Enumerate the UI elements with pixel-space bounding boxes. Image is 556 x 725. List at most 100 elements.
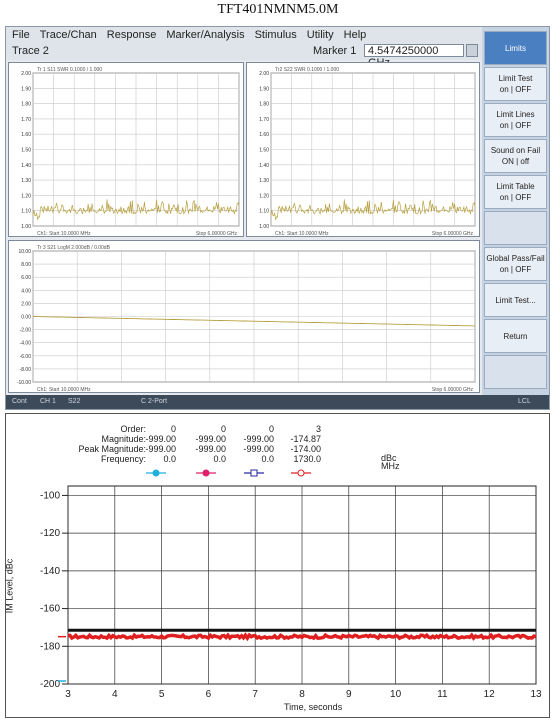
y-tick-label: -2.00	[20, 328, 32, 334]
legend-value: -999.00	[145, 444, 176, 454]
softkey-state: ON | off	[501, 157, 530, 166]
y-tick-label: 2.00	[259, 71, 269, 77]
legend-value: 3	[315, 424, 321, 434]
legend-value: -999.00	[195, 444, 226, 454]
series-im-level-line	[67, 632, 537, 642]
unit-dbc: dBc	[381, 453, 397, 463]
legend-row-label: Magnitude:	[101, 434, 146, 444]
marker-value-input[interactable]: 4.5474250000 GHz	[364, 44, 464, 69]
menu-item-help[interactable]: Help	[343, 29, 367, 41]
plot-footer-stop: Stop 6.00000 GHz	[196, 231, 238, 237]
status-port: C 2-Port	[141, 398, 168, 405]
menu-item-file[interactable]: File	[12, 29, 30, 41]
menu-item-response[interactable]: Response	[106, 29, 157, 41]
y-tick-label: 6.00	[21, 275, 31, 281]
unit-mhz: MHz	[381, 461, 400, 471]
im-chart-panel: Order: 0 0 0 3 Magnitude: -999.00 -999.00 -999.0…	[4, 413, 550, 718]
softkey-state: on | OFF	[499, 193, 532, 202]
y-tick-label: 1.70	[21, 117, 31, 123]
status-cont: Cont	[12, 398, 27, 405]
status-channel: CH 1	[40, 398, 56, 405]
y-tick-label: 2.00	[21, 301, 31, 307]
legend-value: -174.87	[290, 434, 321, 444]
x-tick-label: 10	[390, 689, 402, 700]
softkey-label: Limit Lines	[496, 110, 535, 119]
plot1-svg: 2.00 1.90 1.80 1.70 1.60 1.50 1.40 1.30 1.20 1.10…	[21, 67, 240, 237]
legend-value: 0	[268, 424, 274, 434]
softkey-panel: Limits Limit Test on | OFF Limit Lines on | …	[482, 27, 549, 409]
softkey-2[interactable]: Limit Test on | OFF	[484, 67, 547, 101]
plot3-svg: 10.00 8.00 6.00 4.00 2.00 0.00 -2.00 -4.00 -6.00…	[17, 245, 476, 393]
softkey-label: Limit Test	[498, 74, 533, 83]
softkey-8[interactable]: Limit Test...	[484, 283, 547, 317]
y-tick-label: 8.00	[21, 262, 31, 268]
softkey-label: Limits	[505, 43, 526, 53]
y-tick-label: 1.30	[21, 178, 31, 184]
legend-value: 0.0	[213, 454, 226, 464]
trace-line	[32, 199, 240, 221]
plot-footer-stop: Stop 6.00000 GHz	[432, 387, 474, 393]
y-tick-label: 1.20	[259, 193, 269, 199]
status-param: S22	[68, 398, 81, 405]
legend-value: -999.00	[243, 444, 274, 454]
legend-value: 0.0	[163, 454, 176, 464]
y-tick-label: 4.00	[21, 288, 31, 294]
y-tick-label: 1.20	[21, 193, 31, 199]
softkey-state: on | OFF	[499, 265, 532, 274]
y-tick-label: 1.70	[259, 117, 269, 123]
legend-marker	[152, 469, 160, 477]
softkey-10[interactable]	[484, 355, 547, 389]
trace-2-plot: 2.00 1.90 1.80 1.70 1.60 1.50 1.40 1.30 1.20 1.10…	[246, 62, 480, 237]
y-tick-label: -200	[40, 679, 60, 690]
plot-header: Tr 1 S11 SWR 0.1000 / 1.000	[37, 67, 102, 73]
plot-footer-start: Ch1: Start 10.0000 MHz	[275, 231, 329, 237]
legend-row-label: Peak Magnitude:	[78, 444, 146, 454]
legend-value: 1730.0	[293, 454, 321, 464]
legend-value: -999.00	[243, 434, 274, 444]
softkey-label: Limit Table	[496, 182, 535, 191]
menu-item-marker-analysis[interactable]: Marker/Analysis	[166, 29, 245, 41]
softkey-3[interactable]: Limit Lines on | OFF	[484, 103, 547, 137]
y-tick-label: 1.40	[259, 163, 269, 169]
y-tick-label: 1.10	[21, 209, 31, 215]
marker-spin-button[interactable]	[466, 44, 478, 57]
softkey-label: Global Pass/Fail	[486, 254, 545, 263]
y-tick-label: 1.50	[259, 148, 269, 154]
softkey-state: on | OFF	[499, 85, 532, 94]
plot-footer-stop: Stop 6.00000 GHz	[432, 231, 474, 237]
y-tick-label: 0.00	[21, 315, 31, 321]
y-tick-label: 1.80	[259, 102, 269, 108]
softkey-5[interactable]: Limit Table on | OFF	[484, 175, 547, 209]
legend-value: 0	[170, 424, 176, 434]
softkey-6[interactable]	[484, 211, 547, 245]
menu-item-stimulus[interactable]: Stimulus	[254, 29, 297, 41]
softkey-9[interactable]: Return	[484, 319, 547, 353]
menu-item-utility[interactable]: Utility	[306, 29, 334, 41]
trace-line	[270, 199, 476, 221]
trace-3-plot: 10.00 8.00 6.00 4.00 2.00 0.00 -2.00 -4.00 -6.00…	[8, 240, 480, 393]
y-tick-label: -8.00	[20, 367, 32, 373]
x-tick-label: 7	[252, 689, 258, 700]
plot-header: Tr 3 S21 LogM 2.000dB / 0.00dB	[37, 245, 111, 251]
softkey-1[interactable]: Limits	[484, 31, 547, 65]
menu-item-trace-chan[interactable]: Trace/Chan	[39, 29, 97, 41]
y-tick-label: 1.10	[259, 209, 269, 215]
y-tick-label: -180	[40, 641, 60, 652]
softkey-7[interactable]: Global Pass/Fail on | OFF	[484, 247, 547, 281]
legend-row-label: Frequency:	[100, 454, 146, 464]
legend-row-label: Order:	[120, 424, 146, 434]
trace-line	[33, 316, 475, 327]
menu-bar: File Trace/Chan Response Marker/Analysis Sti…	[6, 27, 482, 43]
legend-marker	[297, 469, 305, 477]
y-tick-label: -10.00	[17, 380, 31, 386]
y-tick-label: -6.00	[20, 354, 32, 360]
x-tick-label: 4	[112, 689, 118, 700]
softkey-4[interactable]: Sound on Fail ON | off	[484, 139, 547, 173]
legend-marker	[202, 469, 210, 477]
y-tick-label: 1.60	[21, 132, 31, 138]
x-tick-label: 13	[530, 689, 542, 700]
x-tick-label: 5	[159, 689, 165, 700]
y-tick-label: 1.50	[21, 148, 31, 154]
plot2-svg: 2.00 1.90 1.80 1.70 1.60 1.50 1.40 1.30 1.20 1.10…	[259, 67, 476, 237]
y-tick-label: 1.30	[259, 178, 269, 184]
